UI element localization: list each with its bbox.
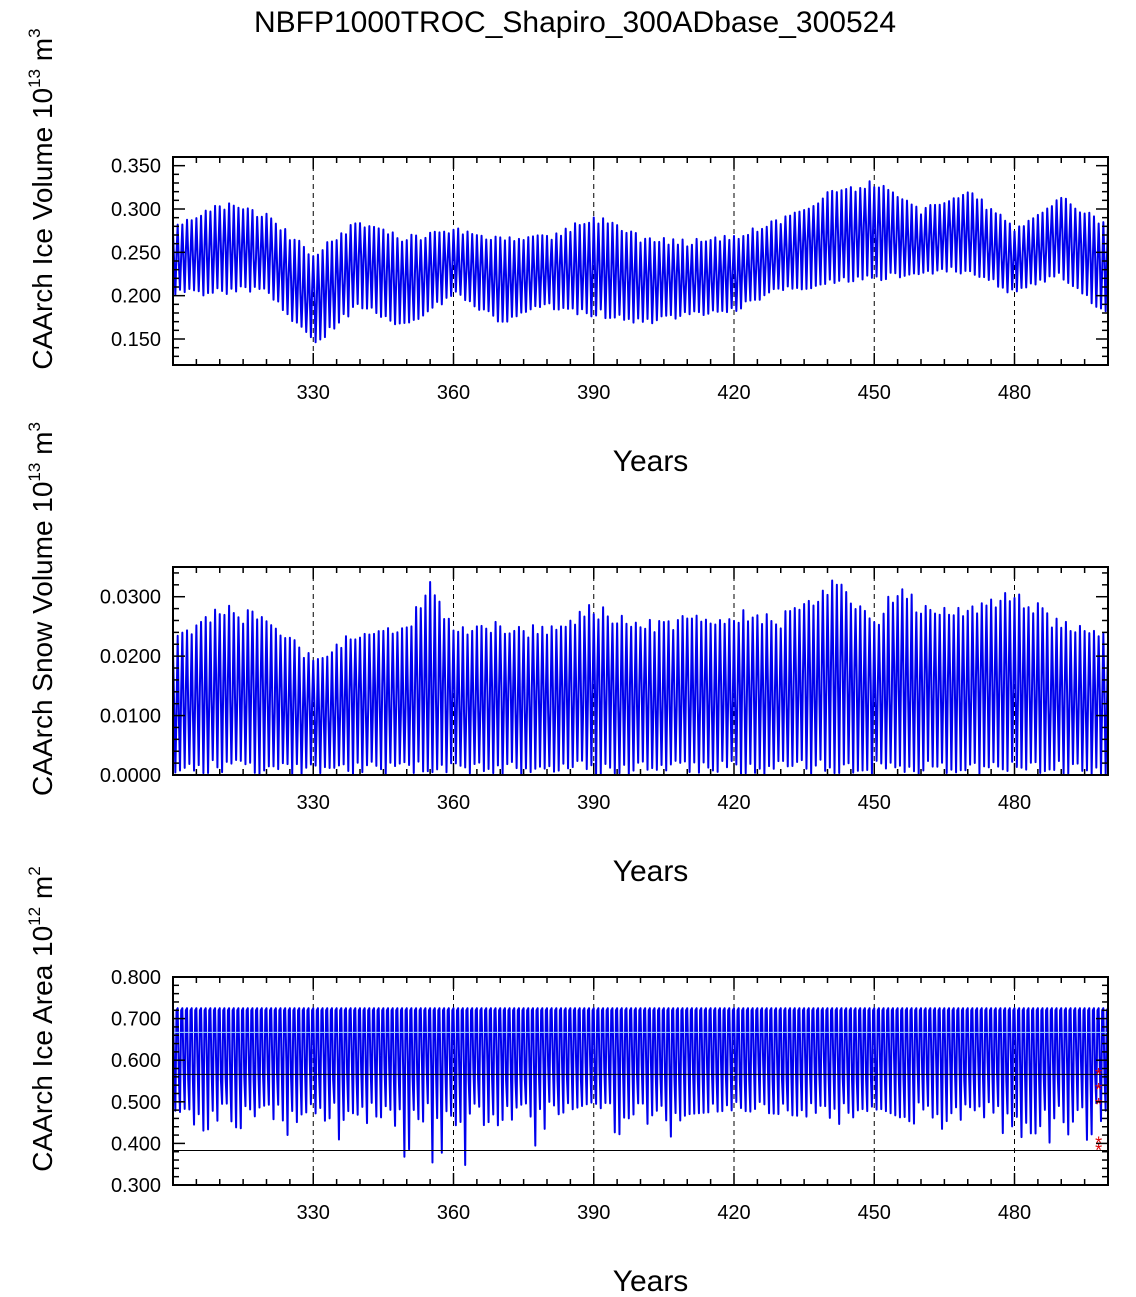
x-tick-label: 420 xyxy=(717,1202,750,1224)
marker: * xyxy=(1095,1140,1102,1160)
panel-1: 330 360 390 420 450 480 0.150 0.200 0.250 0.300 0.… xyxy=(25,28,1109,478)
x-tick-label: 480 xyxy=(998,382,1031,404)
panels: 330 360 390 420 450 480 0.150 0.200 0.250 0.300 0.… xyxy=(25,28,1109,1297)
x-tick-label: 450 xyxy=(858,792,891,814)
y-axis-label: CAArch Snow Volume 1013 m3 xyxy=(25,422,58,796)
x-tick-label: 480 xyxy=(998,792,1031,814)
panel-3: *****330 360 390 420 450 4800.3000.4000.5000.… xyxy=(25,866,1109,1297)
y-axis-label: CAArch Ice Volume 1013 m3 xyxy=(25,28,58,369)
x-tick-label: 480 xyxy=(998,1202,1031,1224)
y-tick-label: 0.400 xyxy=(111,1133,161,1155)
x-axis-label: Years xyxy=(613,855,689,888)
y-tick-label: 0.300 xyxy=(111,199,161,221)
x-tick-label: 330 xyxy=(297,1202,330,1224)
x-axis-label: Years xyxy=(613,1265,689,1297)
x-tick-label: 360 xyxy=(437,792,470,814)
x-tick-label: 390 xyxy=(577,1202,610,1224)
marker: * xyxy=(1095,1095,1102,1115)
y-tick-label: 0.0200 xyxy=(100,646,161,668)
x-tick-label: 360 xyxy=(437,1202,470,1224)
series-line xyxy=(172,579,1109,776)
y-tick-label: 0.600 xyxy=(111,1050,161,1072)
y-tick-label: 0.250 xyxy=(111,242,161,264)
y-tick-label: 0.0100 xyxy=(100,706,161,728)
y-tick-label: 0.500 xyxy=(111,1092,161,1114)
x-tick-label: 330 xyxy=(297,382,330,404)
x-tick-label: 450 xyxy=(858,382,891,404)
y-tick-label: 0.700 xyxy=(111,1009,161,1031)
y-tick-label: 0.800 xyxy=(111,967,161,989)
y-tick-label: 0.350 xyxy=(111,156,161,178)
x-tick-label: 390 xyxy=(577,382,610,404)
x-tick-label: 420 xyxy=(717,382,750,404)
series-line xyxy=(172,1007,1109,1167)
y-tick-label: 0.150 xyxy=(111,329,161,351)
y-axis-label: CAArch Ice Area 1012 m2 xyxy=(25,866,58,1171)
panel-2: 330 360 390 420 450 480 0.0000 0.0100 0.0200 0.03… xyxy=(25,422,1109,888)
series-line xyxy=(172,180,1109,344)
y-tick-label: 0.0000 xyxy=(100,765,161,787)
x-tick-label: 390 xyxy=(577,792,610,814)
x-tick-label: 420 xyxy=(717,792,750,814)
marker: * xyxy=(1095,1065,1102,1085)
y-tick-label: 0.0300 xyxy=(100,587,161,609)
y-tick-label: 0.300 xyxy=(111,1175,161,1197)
x-tick-label: 450 xyxy=(858,1202,891,1224)
x-tick-label: 360 xyxy=(437,382,470,404)
marker: * xyxy=(1095,1080,1102,1100)
x-tick-label: 330 xyxy=(297,792,330,814)
y-tick-label: 0.200 xyxy=(111,286,161,308)
x-axis-label: Years xyxy=(613,445,689,478)
figure-title: NBFP1000TROC_Shapiro_300ADbase_300524 xyxy=(254,6,896,39)
